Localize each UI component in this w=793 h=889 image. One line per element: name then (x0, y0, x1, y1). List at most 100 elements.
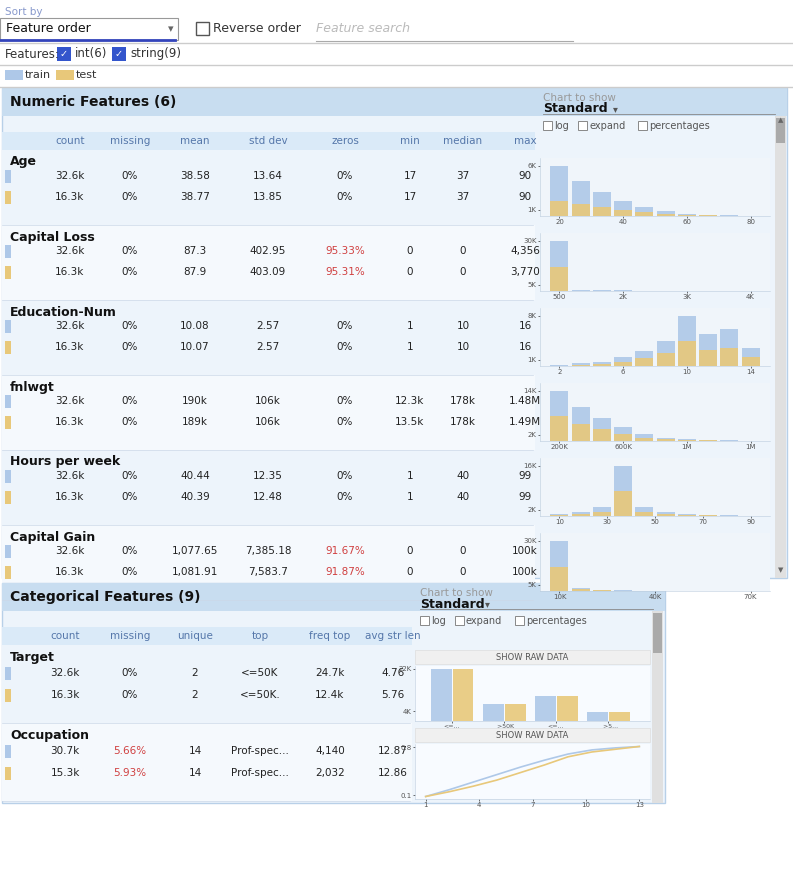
Bar (543, 121, 552, 130)
Bar (657, 354, 675, 366)
Text: Hours per week: Hours per week (10, 455, 121, 469)
Bar (2, 88, 787, 116)
Text: 32.6k: 32.6k (56, 171, 85, 181)
Bar (415, 650, 650, 664)
Text: 1,077.65: 1,077.65 (172, 546, 218, 556)
Text: 0%: 0% (337, 417, 353, 427)
Bar (572, 589, 590, 591)
Text: 1.49M: 1.49M (509, 417, 541, 427)
Bar (578, 121, 587, 130)
Text: Feature order: Feature order (6, 22, 90, 36)
Bar (593, 507, 611, 516)
Bar (653, 613, 662, 653)
Text: log: log (431, 616, 446, 626)
Bar (652, 611, 663, 803)
Text: 17: 17 (404, 192, 416, 202)
Text: 4,140: 4,140 (315, 746, 345, 756)
Bar (550, 201, 569, 216)
Text: 5.93%: 5.93% (113, 768, 147, 778)
Text: 0%: 0% (337, 321, 353, 331)
Bar (415, 728, 650, 742)
Text: 0%: 0% (337, 171, 353, 181)
Text: Standard: Standard (543, 102, 607, 116)
Text: 0: 0 (407, 246, 413, 256)
Bar (2, 583, 665, 611)
Text: percentages: percentages (526, 616, 587, 626)
Bar (588, 712, 608, 721)
Text: 0%: 0% (122, 321, 138, 331)
Bar (2, 525, 535, 600)
Bar (572, 364, 590, 366)
Text: 0: 0 (407, 546, 413, 556)
Bar (635, 511, 653, 516)
Text: 1: 1 (407, 342, 413, 352)
Bar (196, 22, 209, 35)
Text: 0: 0 (407, 567, 413, 577)
Text: 91.67%: 91.67% (325, 546, 365, 556)
Bar (699, 515, 717, 516)
Text: 87.3: 87.3 (183, 246, 207, 256)
Text: 0%: 0% (122, 690, 138, 700)
Bar (5, 667, 11, 680)
Bar (57, 47, 71, 61)
Text: 0%: 0% (122, 567, 138, 577)
Bar (572, 204, 590, 216)
Bar (699, 334, 717, 366)
Text: 12.35: 12.35 (253, 471, 283, 481)
Text: 16.3k: 16.3k (56, 417, 85, 427)
Bar (5, 341, 11, 354)
Text: 10: 10 (457, 342, 469, 352)
Bar (0, 65, 793, 87)
Text: 40.39: 40.39 (180, 492, 210, 502)
Text: Sort by: Sort by (5, 7, 43, 17)
Text: 3,770: 3,770 (510, 267, 540, 277)
Text: 0: 0 (407, 267, 413, 277)
Text: 32.6k: 32.6k (56, 546, 85, 556)
Bar (593, 364, 611, 366)
Text: percentages: percentages (649, 121, 710, 131)
Text: Reverse order: Reverse order (213, 22, 301, 36)
Bar (550, 268, 569, 291)
Bar (515, 616, 524, 625)
Bar (2, 132, 535, 150)
Bar (635, 358, 653, 366)
Bar (550, 515, 569, 516)
Text: 1,081.91: 1,081.91 (172, 567, 218, 577)
Text: count: count (56, 136, 85, 146)
Bar (657, 213, 675, 216)
Bar (678, 316, 696, 366)
Text: expand: expand (466, 616, 502, 626)
Bar (657, 212, 675, 216)
Bar (5, 70, 23, 80)
Bar (657, 340, 675, 366)
Text: 0%: 0% (337, 471, 353, 481)
Bar (550, 165, 569, 216)
Bar (638, 121, 647, 130)
Bar (455, 616, 464, 625)
Text: missing: missing (109, 136, 150, 146)
Bar (720, 330, 738, 366)
Text: 32.6k: 32.6k (56, 246, 85, 256)
Text: 40.44: 40.44 (180, 471, 210, 481)
Text: 0%: 0% (337, 192, 353, 202)
Text: Education-Num: Education-Num (10, 306, 117, 318)
Text: 189k: 189k (182, 417, 208, 427)
Bar (609, 712, 630, 721)
Bar (5, 470, 11, 483)
Text: 106k: 106k (255, 396, 281, 406)
Text: 0%: 0% (122, 546, 138, 556)
Bar (741, 357, 760, 366)
Bar (5, 767, 11, 780)
Text: 37: 37 (457, 192, 469, 202)
Bar (657, 511, 675, 516)
Text: 190k: 190k (182, 396, 208, 406)
Text: unique: unique (177, 631, 213, 641)
Bar (699, 440, 717, 441)
Text: 24.7k: 24.7k (316, 668, 345, 678)
Bar (56, 70, 74, 80)
Text: 40: 40 (457, 492, 469, 502)
Text: 0%: 0% (122, 246, 138, 256)
Text: 16.3k: 16.3k (50, 690, 79, 700)
Bar (635, 507, 653, 516)
Text: 0: 0 (460, 267, 466, 277)
